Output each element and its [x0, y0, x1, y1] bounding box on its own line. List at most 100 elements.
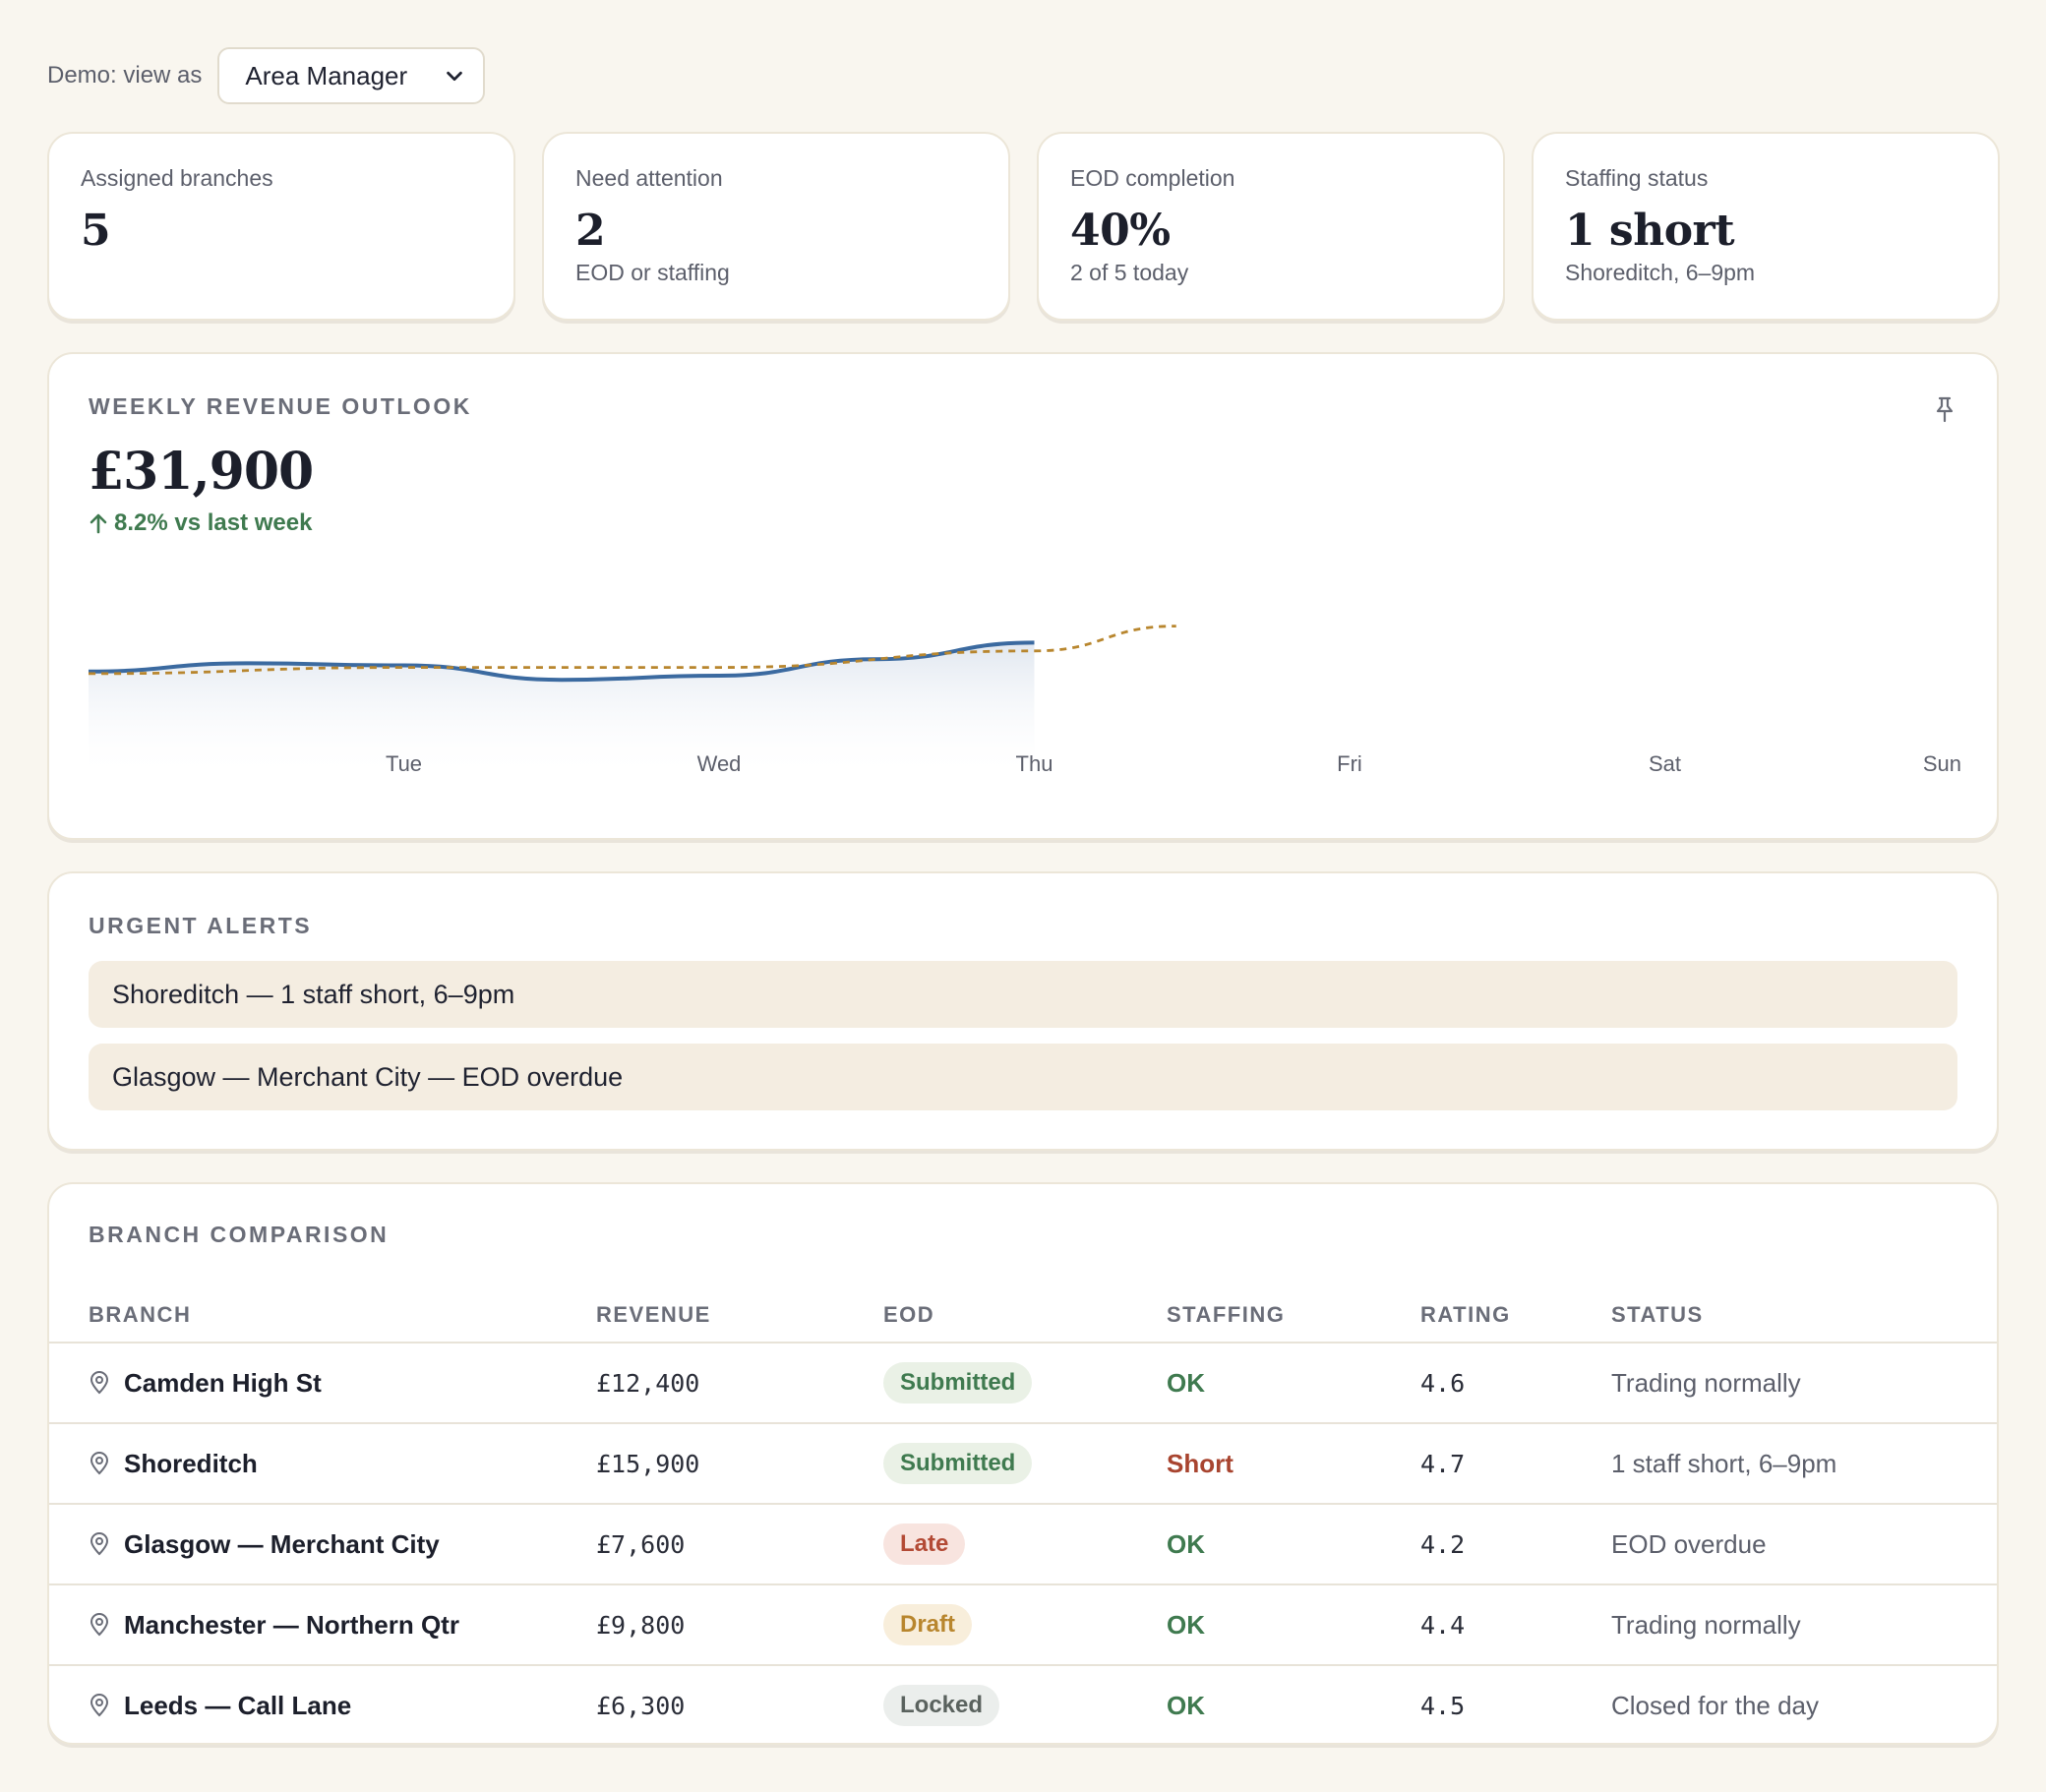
location-pin-icon [90, 1532, 109, 1556]
eod-cell: Locked [883, 1666, 1000, 1743]
alert-text: Glasgow — Merchant City — EOD overdue [112, 1061, 624, 1092]
branch-name[interactable]: Leeds — Call Lane [124, 1690, 352, 1720]
x-tick-label: Sun [1923, 751, 1961, 776]
kpi-value: 40% [1070, 206, 1171, 256]
table-row[interactable]: Manchester — Northern Qtr £9,800 Draft OK 4.… [49, 1585, 1997, 1666]
kpi-label: Need attention [575, 165, 723, 191]
kpi-label: Assigned branches [81, 165, 273, 191]
pin-icon[interactable] [1932, 395, 1957, 423]
eod-cell: Draft [883, 1585, 973, 1664]
branch-cell: Manchester — Northern Qtr [89, 1585, 459, 1664]
kpi-card-staffing-status: Staffing status 1 short Shoreditch, 6–9p… [1532, 132, 2000, 321]
rating-cell: 4.6 [1420, 1368, 1466, 1398]
status-cell: EOD overdue [1611, 1528, 1767, 1559]
x-tick-label: Wed [697, 751, 742, 776]
staffing-cell: OK [1167, 1367, 1205, 1398]
status-cell: Trading normally [1611, 1609, 1801, 1640]
revenue-delta: 8.2% vs last week [89, 509, 1957, 537]
branch-name[interactable]: Manchester — Northern Qtr [124, 1609, 459, 1640]
status-cell: Trading normally [1611, 1367, 1801, 1398]
x-tick-label: Fri [1337, 751, 1362, 776]
x-tick-label: Thu [1016, 751, 1053, 776]
rating-cell: 4.5 [1420, 1691, 1466, 1720]
branch-name[interactable]: Camden High St [124, 1367, 322, 1398]
arrow-up-icon [90, 513, 107, 534]
chevron-down-icon [447, 71, 463, 82]
column-header-branch: BRANCH [89, 1302, 192, 1327]
staffing-cell: OK [1167, 1609, 1205, 1640]
kpi-value: 5 [81, 206, 111, 256]
actual-revenue-line [88, 640, 1035, 683]
kpi-label: EOD completion [1070, 165, 1235, 191]
demo-view-as-label: Demo: view as [47, 62, 203, 89]
revenue-delta-text: 8.2% vs last week [114, 509, 313, 536]
table-header: BRANCH REVENUE EOD STAFFING RATING STATU… [49, 1296, 1997, 1344]
table-row[interactable]: Leeds — Call Lane £6,300 Locked OK 4.5 Closed… [49, 1666, 1997, 1743]
eod-cell: Submitted [883, 1424, 1033, 1503]
kpi-value: 1 short [1565, 206, 1735, 256]
weekly-revenue-total: £31,900 [89, 442, 314, 502]
revenue-cell: £6,300 [596, 1691, 686, 1720]
eod-cell: Submitted [883, 1344, 1033, 1422]
alert-text: Shoreditch — 1 staff short, 6–9pm [112, 979, 515, 1009]
rating-cell: 4.4 [1420, 1610, 1466, 1640]
eod-status-badge: Submitted [883, 1443, 1033, 1484]
x-tick-label: Tue [386, 751, 422, 776]
revenue-cell: £12,400 [596, 1368, 700, 1398]
location-pin-icon [90, 1371, 109, 1395]
kpi-value: 2 [575, 206, 606, 256]
kpi-subtext: Shoreditch, 6–9pm [1565, 260, 1756, 285]
branch-comparison-card: BRANCH COMPARISON BRANCH REVENUE EOD STA… [47, 1182, 1999, 1745]
x-tick-label: Sat [1649, 751, 1681, 776]
kpi-card-assigned-branches: Assigned branches 5 [47, 132, 515, 321]
demo-view-as: Demo: view as Area Manager [47, 47, 486, 104]
staffing-cell: OK [1167, 1690, 1205, 1720]
weekly-revenue-card: Tue Wed Thu Fri Sat Sun WEEKLY REVENUE OUTLOO… [47, 352, 1999, 840]
location-pin-icon [90, 1613, 109, 1637]
eod-status-badge: Late [883, 1523, 966, 1565]
urgent-alerts-card: URGENT ALERTS Shoreditch — 1 staff short… [47, 871, 1999, 1151]
weekly-revenue-title: WEEKLY REVENUE OUTLOOK [89, 393, 472, 419]
eod-status-badge: Locked [883, 1685, 1000, 1726]
revenue-chart: Tue Wed Thu Fri Sat Sun [88, 625, 1961, 779]
staffing-cell: Short [1167, 1448, 1234, 1478]
branch-name[interactable]: Glasgow — Merchant City [124, 1528, 440, 1559]
revenue-cell: £9,800 [596, 1610, 686, 1640]
table-row[interactable]: Glasgow — Merchant City £7,600 Late OK 4.2 EO… [49, 1505, 1997, 1585]
revenue-cell: £7,600 [596, 1529, 686, 1559]
status-cell: Closed for the day [1611, 1690, 1820, 1720]
branch-cell: Camden High St [89, 1344, 322, 1422]
role-select-value: Area Manager [245, 60, 408, 90]
kpi-label: Staffing status [1565, 165, 1709, 191]
branch-cell: Leeds — Call Lane [89, 1666, 352, 1743]
table-row[interactable]: Shoreditch £15,900 Submitted Short 4.7 1 staf… [49, 1424, 1997, 1505]
revenue-cell: £15,900 [596, 1449, 700, 1478]
status-cell: 1 staff short, 6–9pm [1611, 1448, 1837, 1478]
urgent-alerts-title: URGENT ALERTS [89, 913, 313, 938]
eod-cell: Late [883, 1505, 966, 1583]
kpi-card-eod-completion: EOD completion 40% 2 of 5 today [1037, 132, 1505, 321]
staffing-cell: OK [1167, 1528, 1205, 1559]
table-row[interactable]: Camden High St £12,400 Submitted OK 4.6 Tradi… [49, 1344, 1997, 1424]
column-header-rating: RATING [1420, 1302, 1511, 1327]
branch-cell: Shoreditch [89, 1424, 258, 1503]
column-header-revenue: REVENUE [596, 1302, 711, 1327]
branch-name[interactable]: Shoreditch [124, 1448, 258, 1478]
eod-status-badge: Draft [883, 1604, 973, 1645]
branch-comparison-title: BRANCH COMPARISON [89, 1222, 390, 1247]
branch-cell: Glasgow — Merchant City [89, 1505, 440, 1583]
actual-revenue-area [89, 642, 1035, 779]
rating-cell: 4.7 [1420, 1449, 1466, 1478]
alert-item[interactable]: Glasgow — Merchant City — EOD overdue [89, 1044, 1957, 1110]
column-header-status: STATUS [1611, 1302, 1704, 1327]
forecast-revenue-line [88, 625, 1176, 676]
location-pin-icon [90, 1694, 109, 1717]
kpi-card-need-attention: Need attention 2 EOD or staffing [542, 132, 1010, 321]
column-header-staffing: STAFFING [1167, 1302, 1286, 1327]
column-header-eod: EOD [883, 1302, 935, 1327]
kpi-subtext: EOD or staffing [575, 260, 730, 285]
kpi-subtext: 2 of 5 today [1070, 260, 1189, 285]
alert-item[interactable]: Shoreditch — 1 staff short, 6–9pm [89, 961, 1957, 1028]
eod-status-badge: Submitted [883, 1362, 1033, 1404]
role-select[interactable]: Area Manager [217, 47, 486, 104]
